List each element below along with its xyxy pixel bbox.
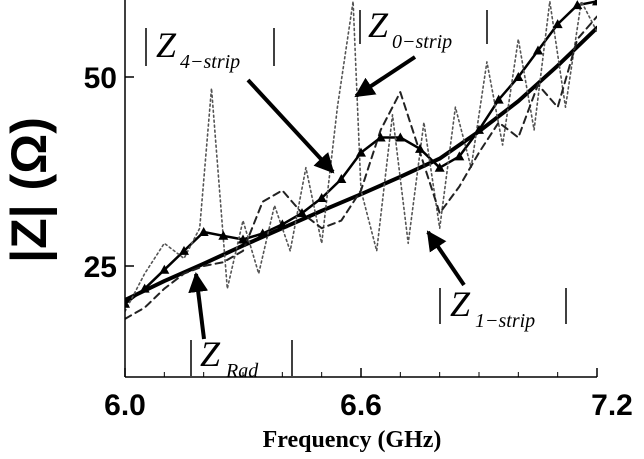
data-point-marker (592, 0, 597, 6)
data-point-marker (552, 19, 563, 29)
annotation-z1-letter: Z (450, 284, 471, 324)
data-point-marker (375, 132, 386, 142)
x-axis-title: Frequency (GHz) (263, 427, 442, 453)
data-point-marker (395, 132, 406, 142)
arrow-to-zrad (188, 272, 209, 340)
series-layer (125, 0, 597, 320)
data-point-marker (454, 151, 465, 161)
annotation-z1-strip: Z 1−strip (439, 284, 567, 332)
annotation-z4-strip: Z 4−strip (145, 25, 275, 73)
x-tick-label: 6.6 (340, 389, 382, 422)
x-ticks: 6.0 6.6 7.2 (104, 368, 633, 422)
pointer-arrows (188, 55, 466, 340)
data-point-marker (474, 124, 484, 134)
annotation-z0-strip: Z 0−strip (359, 5, 488, 53)
y-ticks: 25 50 (84, 62, 134, 284)
series-line-z-1-strip (125, 15, 597, 320)
data-point-marker (198, 226, 209, 236)
arrow-to-z4-strip (246, 78, 335, 174)
data-point-marker (277, 219, 288, 229)
annotation-z1-subscript: 1−strip (475, 310, 535, 332)
annotation-zrad-letter: Z (200, 334, 221, 374)
data-point-marker (218, 230, 229, 240)
marker-layer (125, 0, 597, 308)
data-point-marker (257, 228, 268, 238)
data-point-marker (297, 208, 307, 218)
x-tick-label: 7.2 (591, 389, 633, 422)
data-point-marker (159, 264, 170, 274)
annotation-z4-letter: Z (156, 25, 177, 65)
data-point-marker (513, 72, 524, 81)
annotation-zrad: Z Rad (190, 334, 293, 382)
arrow-to-z1-strip (426, 230, 466, 287)
annotation-z0-subscript: 0−strip (392, 31, 452, 53)
x-tick-label: 6.0 (104, 389, 146, 422)
data-point-marker (434, 162, 445, 172)
annotation-zrad-subscript: Rad (225, 360, 259, 382)
data-point-marker (238, 234, 248, 244)
data-point-marker (179, 245, 189, 255)
data-point-marker (356, 147, 366, 157)
data-point-marker (533, 45, 543, 55)
data-point-marker (336, 174, 347, 184)
data-point-marker (415, 143, 425, 153)
y-tick-label: 50 (84, 62, 117, 95)
arrow-to-z0-strip (354, 55, 417, 98)
data-point-marker (125, 298, 130, 308)
data-point-marker (572, 0, 583, 10)
series-line-z-rad (125, 25, 597, 302)
data-point-marker (139, 283, 150, 293)
y-axis-title: |Z| (Ω) (1, 117, 58, 263)
data-point-marker (316, 192, 327, 202)
y-tick-label: 25 (84, 251, 117, 284)
annotation-z4-subscript: 4−strip (180, 51, 240, 73)
annotation-z0-letter: Z (368, 5, 389, 45)
data-point-marker (493, 94, 504, 104)
